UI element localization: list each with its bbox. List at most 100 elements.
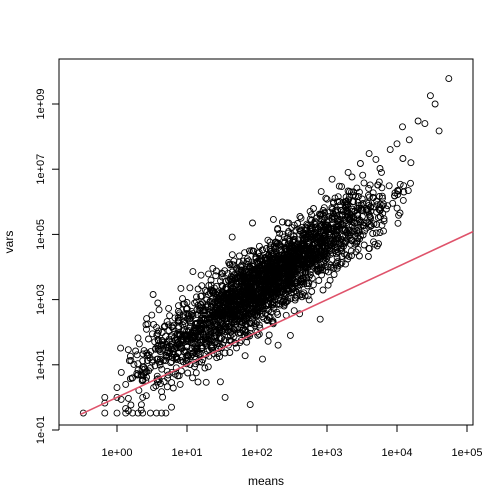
data-point bbox=[355, 252, 363, 260]
x-tick-label: 1e+00 bbox=[102, 447, 133, 459]
data-point bbox=[223, 296, 231, 304]
data-point bbox=[302, 223, 310, 231]
data-point bbox=[250, 275, 258, 283]
data-point bbox=[155, 306, 163, 314]
data-point bbox=[228, 233, 236, 241]
data-point bbox=[124, 346, 132, 354]
data-point bbox=[252, 301, 260, 309]
data-point bbox=[177, 344, 185, 352]
data-point bbox=[321, 250, 329, 258]
data-point bbox=[380, 200, 387, 208]
data-point bbox=[138, 365, 146, 373]
data-point bbox=[155, 327, 162, 335]
data-point bbox=[209, 287, 216, 295]
data-point bbox=[245, 268, 253, 275]
data-point bbox=[146, 364, 154, 372]
data-point bbox=[204, 315, 212, 323]
data-point bbox=[210, 299, 218, 307]
data-point bbox=[287, 258, 295, 266]
data-point bbox=[317, 246, 325, 254]
data-point bbox=[184, 369, 192, 377]
data-point bbox=[405, 136, 413, 144]
data-point bbox=[339, 233, 346, 240]
data-point bbox=[370, 238, 377, 246]
data-point bbox=[211, 329, 219, 337]
data-point bbox=[263, 254, 271, 262]
data-point bbox=[316, 264, 324, 272]
data-point bbox=[139, 357, 147, 365]
data-point bbox=[322, 194, 330, 202]
data-point bbox=[232, 280, 240, 288]
data-point bbox=[237, 263, 245, 271]
data-point bbox=[223, 284, 231, 292]
data-point bbox=[301, 268, 309, 276]
reference-line-layer bbox=[80, 230, 474, 416]
data-point bbox=[274, 311, 282, 318]
data-point bbox=[197, 292, 205, 300]
data-point bbox=[142, 392, 150, 400]
data-point bbox=[316, 315, 324, 323]
data-point bbox=[252, 289, 260, 297]
data-point bbox=[396, 209, 404, 217]
data-point bbox=[159, 393, 167, 401]
data-point bbox=[246, 332, 254, 340]
data-point bbox=[321, 209, 329, 217]
data-point bbox=[184, 337, 192, 345]
data-point bbox=[404, 187, 412, 195]
data-point bbox=[365, 193, 373, 201]
data-point bbox=[359, 200, 367, 207]
data-point bbox=[137, 401, 145, 409]
data-point bbox=[426, 92, 434, 100]
data-point bbox=[365, 150, 373, 158]
data-point bbox=[208, 315, 216, 323]
data-point bbox=[353, 230, 361, 237]
data-point bbox=[337, 220, 345, 228]
data-point bbox=[228, 291, 236, 299]
data-point bbox=[323, 221, 331, 229]
data-point bbox=[342, 260, 349, 268]
data-point bbox=[183, 309, 191, 317]
data-point bbox=[194, 285, 202, 293]
data-point bbox=[310, 251, 318, 259]
data-point bbox=[241, 327, 249, 335]
data-point bbox=[230, 261, 238, 269]
data-point bbox=[117, 368, 125, 376]
data-point bbox=[378, 192, 386, 200]
data-point bbox=[193, 311, 201, 319]
data-point bbox=[239, 295, 247, 303]
data-point bbox=[380, 217, 388, 225]
data-point bbox=[154, 375, 162, 383]
data-point bbox=[306, 215, 314, 223]
data-point bbox=[159, 337, 166, 345]
data-point bbox=[308, 274, 316, 282]
data-point bbox=[330, 199, 337, 207]
data-point bbox=[393, 140, 401, 148]
data-point bbox=[263, 317, 271, 324]
data-point bbox=[369, 230, 377, 237]
data-point bbox=[257, 282, 265, 289]
data-point bbox=[181, 326, 189, 334]
data-point bbox=[245, 305, 253, 313]
data-point bbox=[191, 299, 199, 307]
data-point bbox=[365, 184, 373, 192]
data-point bbox=[284, 286, 291, 294]
data-point bbox=[140, 347, 148, 355]
data-point bbox=[150, 384, 158, 392]
data-point bbox=[290, 307, 298, 315]
data-point bbox=[101, 393, 109, 401]
data-point bbox=[305, 296, 313, 304]
data-point bbox=[179, 327, 187, 335]
data-point bbox=[380, 227, 387, 235]
data-point bbox=[187, 314, 195, 322]
data-point bbox=[288, 241, 295, 249]
data-point bbox=[336, 215, 344, 223]
data-point bbox=[212, 272, 220, 280]
data-point bbox=[204, 335, 212, 343]
data-point bbox=[399, 123, 406, 131]
data-point bbox=[399, 196, 407, 204]
points-layer bbox=[79, 75, 453, 417]
data-point bbox=[342, 204, 350, 212]
data-point bbox=[245, 247, 253, 255]
data-point bbox=[285, 227, 293, 235]
data-point bbox=[147, 348, 155, 356]
